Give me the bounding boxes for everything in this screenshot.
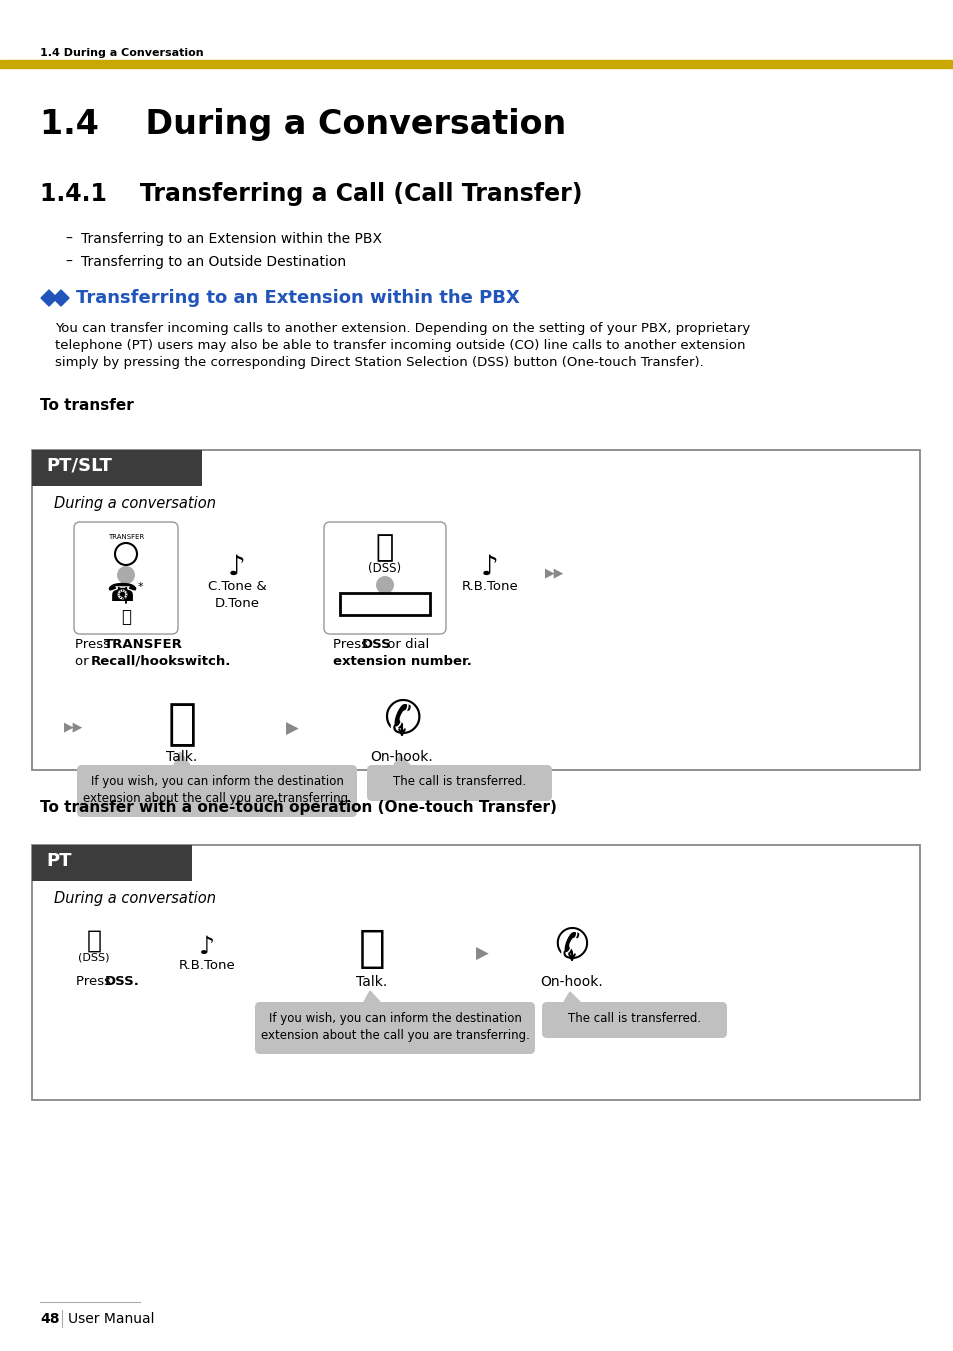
Text: ▶: ▶ [476, 944, 488, 963]
Text: R.B.Tone: R.B.Tone [461, 580, 517, 593]
Text: (DSS): (DSS) [368, 562, 401, 576]
Text: –: – [65, 232, 71, 246]
Text: Talk.: Talk. [166, 750, 197, 765]
Text: If you wish, you can inform the destination
extension about the call you are tra: If you wish, you can inform the destinat… [260, 1012, 529, 1042]
Text: The call is transferred.: The call is transferred. [567, 1012, 700, 1025]
Text: Transferring to an Extension within the PBX: Transferring to an Extension within the … [81, 232, 381, 246]
Bar [0, 59, 953, 68]
Text: 📲: 📲 [358, 927, 385, 970]
Text: PT: PT [46, 852, 71, 870]
Text: User Manual: User Manual [68, 1312, 154, 1325]
Text: ⌹: ⌹ [121, 608, 131, 626]
Text: or: or [75, 655, 92, 667]
Text: TRANSFER: TRANSFER [104, 638, 183, 651]
Polygon shape [394, 755, 410, 765]
Text: To transfer: To transfer [40, 399, 133, 413]
Text: 48: 48 [40, 1312, 59, 1325]
FancyBboxPatch shape [367, 765, 552, 801]
Polygon shape [364, 992, 379, 1002]
Bar [32, 450, 202, 486]
Text: ▶▶: ▶▶ [64, 720, 84, 734]
Text: (DSS): (DSS) [78, 952, 110, 963]
Text: 1.4 During a Conversation: 1.4 During a Conversation [40, 49, 203, 58]
Text: DSS.: DSS. [105, 975, 140, 988]
Text: ♪: ♪ [199, 935, 214, 959]
Text: Press: Press [76, 975, 115, 988]
Text: 📲: 📲 [168, 700, 196, 748]
Text: extension number.: extension number. [333, 655, 472, 667]
Text: Recall/hookswitch.: Recall/hookswitch. [91, 655, 232, 667]
Polygon shape [563, 992, 579, 1002]
Text: ✆: ✆ [382, 698, 421, 743]
Text: Transferring to an Outside Destination: Transferring to an Outside Destination [81, 255, 346, 269]
FancyBboxPatch shape [254, 1002, 535, 1054]
Circle shape [117, 566, 135, 584]
Circle shape [375, 576, 394, 594]
Text: ☎: ☎ [107, 582, 137, 607]
Text: 1.4.1    Transferring a Call (Call Transfer): 1.4.1 Transferring a Call (Call Transfer… [40, 182, 582, 205]
Text: During a conversation: During a conversation [54, 496, 215, 511]
Text: ⎉: ⎉ [87, 929, 101, 952]
Text: DSS: DSS [361, 638, 392, 651]
Bar [32, 450, 919, 770]
Text: C.Tone &
D.Tone: C.Tone & D.Tone [208, 580, 266, 611]
Text: ⎉: ⎉ [375, 534, 394, 562]
Text: ▶: ▶ [285, 720, 298, 738]
Text: R.B.Tone: R.B.Tone [178, 959, 235, 971]
Text: simply by pressing the corresponding Direct Station Selection (DSS) button (One-: simply by pressing the corresponding Dir… [55, 357, 703, 369]
Text: –: – [65, 255, 71, 269]
Text: To transfer with a one-touch operation (One-touch Transfer): To transfer with a one-touch operation (… [40, 800, 557, 815]
Text: ▶▶: ▶▶ [545, 566, 564, 580]
Bar [32, 844, 919, 1100]
Text: You can transfer incoming calls to another extension. Depending on the setting o: You can transfer incoming calls to anoth… [55, 322, 749, 335]
Text: PT/SLT: PT/SLT [46, 457, 112, 476]
Text: Press: Press [333, 638, 372, 651]
Text: If you wish, you can inform the destination
extension about the call you are tra: If you wish, you can inform the destinat… [83, 775, 351, 805]
Text: On-hook.: On-hook. [540, 975, 602, 989]
FancyBboxPatch shape [541, 1002, 726, 1038]
Polygon shape [41, 290, 57, 305]
Text: 1.4    During a Conversation: 1.4 During a Conversation [40, 108, 566, 141]
Text: Transferring to an Extension within the PBX: Transferring to an Extension within the … [76, 289, 519, 307]
Text: or dial: or dial [382, 638, 429, 651]
Text: *: * [137, 582, 143, 592]
Bar [339, 593, 430, 615]
Text: ♪: ♪ [480, 553, 498, 581]
Text: The call is transferred.: The call is transferred. [393, 775, 525, 788]
Text: ✆: ✆ [554, 925, 589, 967]
FancyBboxPatch shape [77, 765, 356, 817]
Bar [32, 844, 192, 881]
Polygon shape [173, 753, 190, 765]
Text: ♪: ♪ [228, 553, 246, 581]
Polygon shape [53, 290, 69, 305]
Text: extension no.: extension no. [339, 596, 430, 609]
Text: OR: OR [379, 581, 391, 586]
Text: On-hook.: On-hook. [370, 750, 433, 765]
Text: TRANSFER: TRANSFER [108, 534, 144, 540]
Text: OR: OR [120, 571, 132, 577]
Text: During a conversation: During a conversation [54, 892, 215, 907]
Text: Talk.: Talk. [356, 975, 387, 989]
Text: Press: Press [75, 638, 114, 651]
Text: telephone (PT) users may also be able to transfer incoming outside (CO) line cal: telephone (PT) users may also be able to… [55, 339, 744, 353]
